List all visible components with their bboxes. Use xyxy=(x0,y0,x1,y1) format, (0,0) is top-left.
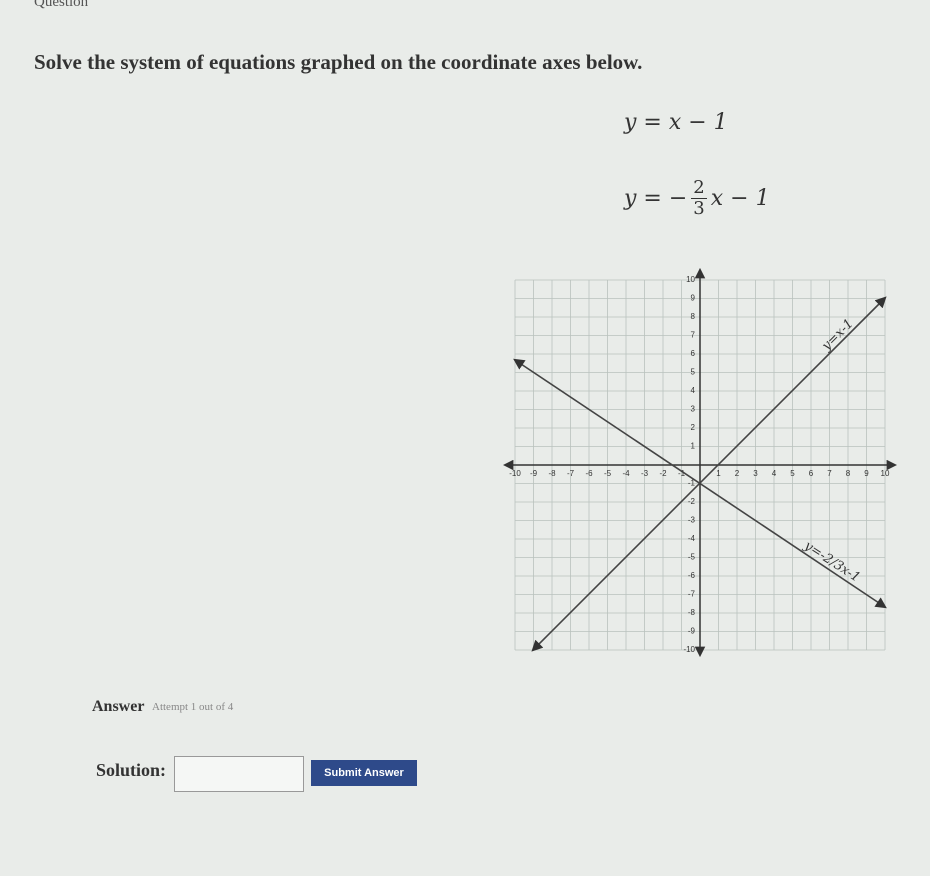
question-prompt: Solve the system of equations graphed on… xyxy=(34,50,643,74)
equation-part: y = − xyxy=(624,186,688,211)
denominator: 3 xyxy=(693,198,705,219)
question-header: Question xyxy=(34,0,89,10)
x-tick-label: 9 xyxy=(864,469,869,478)
y-tick-label: -3 xyxy=(688,516,696,525)
x-tick-label: -10 xyxy=(509,469,521,478)
y-tick-label: 3 xyxy=(691,405,696,414)
y-tick-label: 9 xyxy=(691,294,696,303)
y-tick-label: -7 xyxy=(688,590,696,599)
y-tick-label: -5 xyxy=(688,553,696,562)
x-tick-label: -2 xyxy=(659,469,667,478)
submit-button[interactable]: Submit Answer xyxy=(311,760,417,786)
equation: y = − 2 3 x − 1 xyxy=(624,178,770,219)
x-tick-label: 4 xyxy=(772,469,777,478)
fraction: 2 3 xyxy=(691,177,707,219)
y-tick-label: -4 xyxy=(688,534,696,543)
x-tick-label: -1 xyxy=(678,469,686,478)
y-tick-label: 2 xyxy=(691,423,696,432)
x-tick-label: -7 xyxy=(567,469,575,478)
y-tick-label: -6 xyxy=(688,571,696,580)
y-tick-label: -10 xyxy=(683,645,695,654)
answer-title: Answer xyxy=(92,698,145,715)
x-tick-label: -8 xyxy=(548,469,556,478)
solution-input[interactable] xyxy=(174,756,304,792)
y-tick-label: -1 xyxy=(688,479,696,488)
x-tick-label: 3 xyxy=(753,469,758,478)
x-tick-label: 5 xyxy=(790,469,795,478)
x-tick-label: -9 xyxy=(530,469,538,478)
attempt-count: Attempt 1 out of 4 xyxy=(152,701,234,713)
y-tick-label: 8 xyxy=(691,312,696,321)
x-tick-label: -3 xyxy=(641,469,649,478)
equation: y = x − 1 xyxy=(624,110,728,135)
numerator: 2 xyxy=(691,177,707,199)
line-y-2-3x-1 xyxy=(513,358,887,609)
y-tick-label: 6 xyxy=(691,349,696,358)
x-tick-label: -4 xyxy=(622,469,630,478)
y-tick-label: 4 xyxy=(691,386,696,395)
line-label: y=-2/3x-1 xyxy=(801,538,863,586)
x-tick-label: 7 xyxy=(827,469,832,478)
y-tick-label: -2 xyxy=(688,497,696,506)
y-tick-label: 5 xyxy=(691,368,696,377)
x-tick-label: 8 xyxy=(846,469,851,478)
y-tick-label: -8 xyxy=(688,608,696,617)
y-tick-label: 1 xyxy=(691,442,696,451)
x-tick-label: 10 xyxy=(881,469,890,478)
y-tick-label: 7 xyxy=(691,331,696,340)
x-tick-label: -5 xyxy=(604,469,612,478)
y-tick-label: -9 xyxy=(688,627,696,636)
x-tick-label: 2 xyxy=(735,469,740,478)
equation-part: x − 1 xyxy=(710,186,770,211)
x-tick-label: 1 xyxy=(716,469,721,478)
y-tick-label: 10 xyxy=(686,275,695,284)
solution-label: Solution: xyxy=(96,760,167,780)
x-tick-label: -6 xyxy=(585,469,593,478)
x-tick-label: 6 xyxy=(809,469,814,478)
